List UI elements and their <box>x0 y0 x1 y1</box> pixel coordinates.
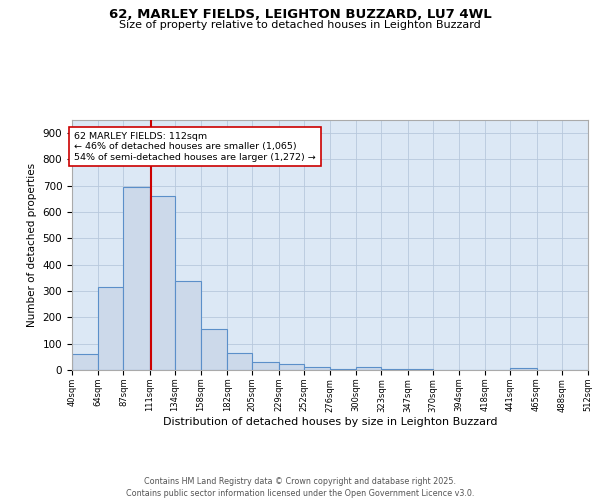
Text: 62, MARLEY FIELDS, LEIGHTON BUZZARD, LU7 4WL: 62, MARLEY FIELDS, LEIGHTON BUZZARD, LU7… <box>109 8 491 20</box>
Text: Contains HM Land Registry data © Crown copyright and database right 2025.
Contai: Contains HM Land Registry data © Crown c… <box>126 476 474 498</box>
Text: Size of property relative to detached houses in Leighton Buzzard: Size of property relative to detached ho… <box>119 20 481 30</box>
X-axis label: Distribution of detached houses by size in Leighton Buzzard: Distribution of detached houses by size … <box>163 417 497 427</box>
Bar <box>149 196 175 370</box>
Bar <box>253 362 278 370</box>
Y-axis label: Number of detached properties: Number of detached properties <box>27 163 37 327</box>
Bar <box>304 367 330 370</box>
Bar <box>227 353 253 370</box>
Bar <box>407 369 433 370</box>
Bar <box>175 280 201 370</box>
Bar <box>511 368 536 370</box>
Bar <box>72 354 98 370</box>
Bar <box>356 368 382 370</box>
Bar <box>98 287 124 370</box>
Bar <box>201 329 227 370</box>
Bar <box>278 364 304 370</box>
Bar <box>382 368 407 370</box>
Bar <box>330 368 356 370</box>
Bar <box>124 187 149 370</box>
Text: 62 MARLEY FIELDS: 112sqm
← 46% of detached houses are smaller (1,065)
54% of sem: 62 MARLEY FIELDS: 112sqm ← 46% of detach… <box>74 132 316 162</box>
